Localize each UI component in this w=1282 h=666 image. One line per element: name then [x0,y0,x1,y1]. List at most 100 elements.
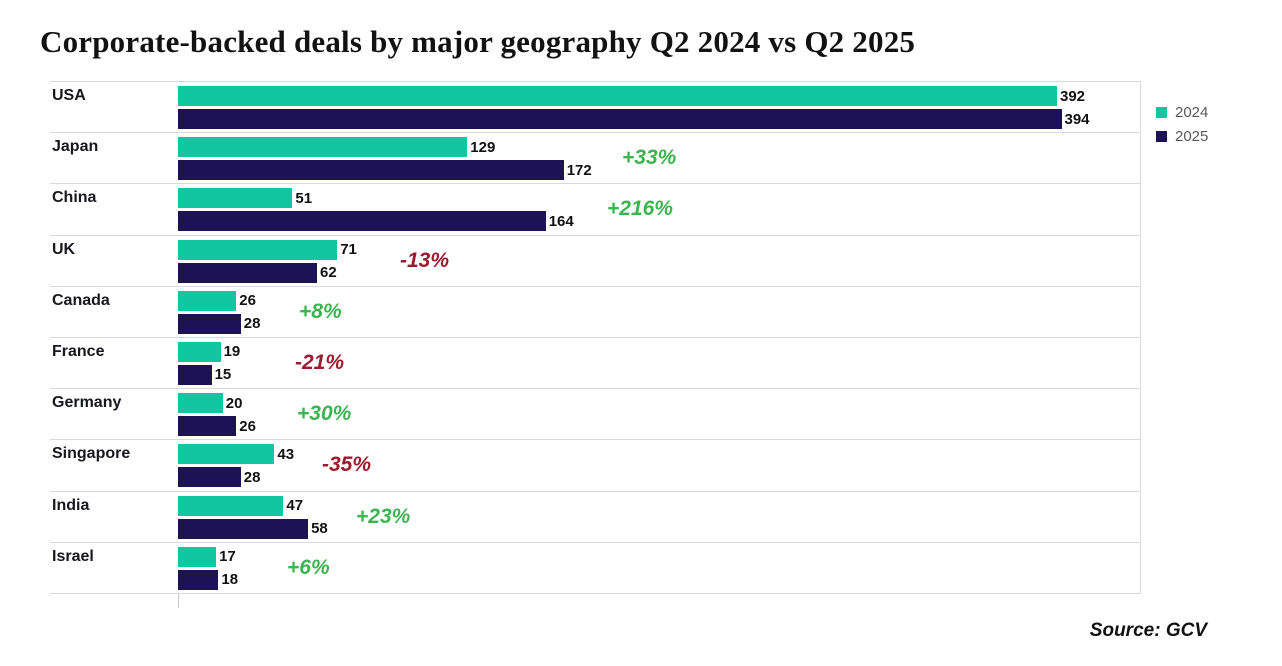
bar-line-2025: 172 [178,160,592,181]
bar-2024-usa [178,86,1057,106]
bar-2024-uk [178,239,338,260]
bar-2024-germany [178,393,223,414]
bar-2025-uk [178,262,317,283]
chart-row-india: India 47 58 +23% [50,492,1140,543]
chart-title: Corporate-backed deals by major geograph… [40,24,916,59]
bar-line-2025: 15 [178,364,232,385]
pct-change-label: -21% [295,351,345,375]
bar-2024-france [178,341,221,362]
bar-line-2024: 392 [178,86,1085,106]
bar-2025-india [178,518,309,539]
category-label: China [52,189,97,207]
value-label: 26 [239,292,256,310]
value-label: 43 [277,445,295,463]
category-label: USA [52,87,86,104]
category-label: France [52,342,105,360]
value-label: 394 [1064,110,1090,128]
value-label: 172 [566,161,592,179]
bar-2025-germany [178,416,237,437]
bar-line-2025: 26 [178,416,256,437]
value-label: 18 [221,571,239,589]
bar-line-2024: 71 [178,239,357,260]
pct-change-label: +23% [356,504,411,528]
legend: 2024 2025 [1156,104,1208,145]
chart-row-france: France 19 15 -21% [50,338,1140,390]
chart-row-germany: Germany 20 26 +30% [50,389,1140,441]
legend-label: 2025 [1175,128,1209,145]
value-label: 58 [311,520,328,537]
bar-2025-japan [178,160,564,181]
bar-2025-canada [178,313,241,334]
bar-line-2024: 17 [178,546,236,567]
bar-line-2024: 26 [178,290,256,311]
x-axis-tick [178,593,179,608]
category-label: Canada [52,291,110,309]
bar-line-2025: 28 [178,467,261,488]
legend-item-2025: 2025 [1156,128,1208,145]
bar-2024-india [178,495,284,516]
bar-2024-japan [178,137,468,158]
chart-row-japan: Japan 129 172 +33% [50,133,1140,185]
bar-2025-usa [178,109,1062,129]
bar-line-2024: 43 [178,444,295,465]
bar-2025-singapore [178,467,241,488]
bar-group: 51 164 [178,184,1140,234]
source-note: Source: GCV [1089,620,1207,641]
bar-group: 392 394 [178,82,1140,132]
category-label: Germany [52,394,122,412]
bar-group: 71 62 [178,236,1140,286]
bar-line-2024: 19 [178,341,241,362]
bar-2025-china [178,211,546,232]
legend-label: 2024 [1175,104,1209,121]
pct-change-label: -35% [322,453,372,477]
bar-line-2024: 47 [178,495,304,516]
bar-group: 26 28 [178,287,1140,337]
pct-change-label: +6% [287,555,330,579]
bar-line-2024: 51 [178,188,313,209]
chart-row-uk: UK 71 62 -13% [50,236,1140,287]
bar-line-2024: 20 [178,393,243,414]
bar-2024-israel [178,546,217,567]
value-label: 51 [295,189,313,207]
chart-row-singapore: Singapore 43 28 -35% [50,440,1140,492]
bar-line-2025: 18 [178,569,239,590]
bar-line-2025: 58 [178,518,328,539]
bar-line-2024: 129 [178,137,496,158]
category-label: India [52,496,90,514]
bar-group: 19 15 [178,338,1140,388]
value-label: 71 [340,241,357,259]
bar-group: 47 58 [178,492,1140,542]
bar-2025-france [178,364,212,385]
legend-swatch-2024 [1156,107,1167,118]
value-label: 47 [286,497,304,514]
value-label: 15 [214,366,232,384]
legend-item-2024: 2024 [1156,104,1208,121]
pct-change-label: +33% [622,146,677,170]
value-label: 28 [243,468,261,486]
bar-line-2025: 28 [178,313,260,334]
category-label: UK [52,240,76,258]
value-label: 17 [219,548,236,566]
value-label: 129 [470,138,496,156]
category-label: Japan [52,138,99,156]
bar-line-2025: 62 [178,262,337,283]
chart-row-usa: USA 392 394 [50,82,1140,134]
value-label: 62 [320,264,337,282]
value-label: 26 [239,417,256,435]
bar-2025-israel [178,569,219,590]
chart-row-china: China 51 164 +216% [50,184,1140,236]
pct-change-label: -13% [400,248,450,272]
plot-area: USA 392 394 Japan 129 172 +33% China 51 164 +216% U… [50,81,1141,608]
bar-group: 43 28 [178,440,1140,490]
value-label: 392 [1060,87,1086,105]
value-label: 19 [223,343,241,361]
bar-line-2025: 394 [178,109,1090,129]
bar-line-2025: 164 [178,211,574,232]
bar-group: 129 172 [178,133,1140,183]
bar-2024-china [178,188,293,209]
value-label: 20 [225,394,243,412]
pct-change-label: +216% [607,197,673,221]
bar-group: 17 18 [178,543,1140,593]
value-label: 164 [548,212,574,230]
